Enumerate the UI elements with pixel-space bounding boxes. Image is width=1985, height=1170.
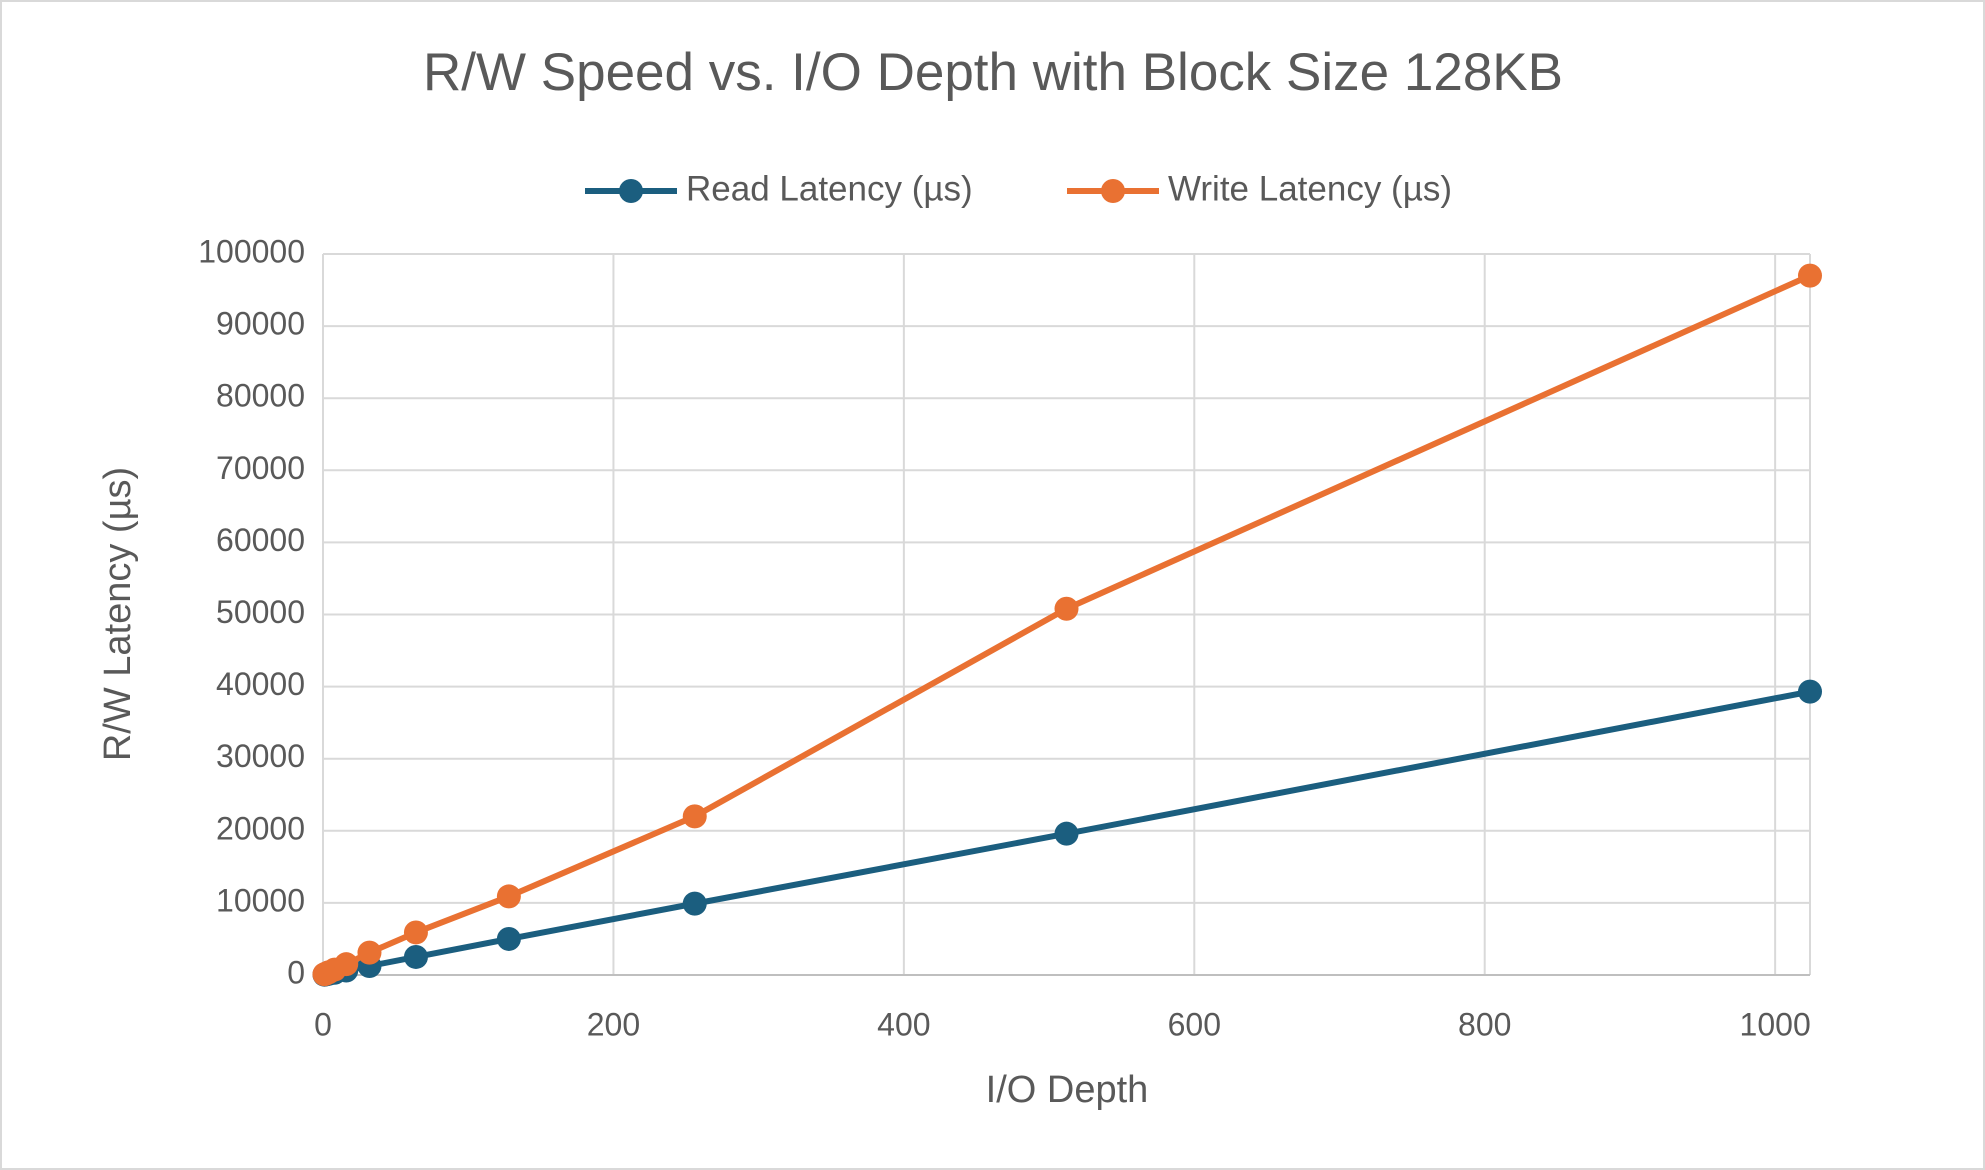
legend-marker xyxy=(1101,179,1125,203)
y-tick-label: 80000 xyxy=(216,378,305,414)
data-point xyxy=(496,926,521,951)
data-point xyxy=(1798,679,1822,704)
y-tick-label: 70000 xyxy=(216,450,305,486)
y-tick-label: 0 xyxy=(287,954,305,990)
data-point xyxy=(1798,263,1822,288)
legend-marker xyxy=(619,179,643,203)
y-tick-label: 100000 xyxy=(198,233,305,269)
y-tick-label: 50000 xyxy=(216,594,305,630)
y-tick-label: 20000 xyxy=(216,810,305,846)
data-point xyxy=(403,920,428,945)
y-tick-label: 60000 xyxy=(216,522,305,558)
x-tick-label: 600 xyxy=(1168,1006,1221,1042)
data-point xyxy=(496,884,521,909)
data-point xyxy=(682,891,707,916)
legend-label: Write Latency (µs) xyxy=(1168,169,1452,208)
data-point xyxy=(403,944,428,969)
data-point xyxy=(682,804,707,829)
x-tick-label: 0 xyxy=(314,1006,332,1042)
x-axis-title: I/O Depth xyxy=(986,1069,1149,1111)
y-tick-label: 30000 xyxy=(216,738,305,774)
data-point xyxy=(1054,596,1079,621)
x-tick-label: 800 xyxy=(1458,1006,1511,1042)
y-axis-title: R/W Latency (µs) xyxy=(97,467,139,761)
x-tick-label: 400 xyxy=(877,1006,930,1042)
data-point xyxy=(357,940,382,965)
chart-title: R/W Speed vs. I/O Depth with Block Size … xyxy=(423,43,1563,102)
legend-label: Read Latency (µs) xyxy=(686,169,973,208)
y-tick-label: 90000 xyxy=(216,306,305,342)
data-point xyxy=(334,952,359,977)
data-point xyxy=(1054,821,1079,846)
x-tick-label: 200 xyxy=(587,1006,640,1042)
y-tick-label: 40000 xyxy=(216,666,305,702)
x-tick-label: 1000 xyxy=(1740,1006,1811,1042)
y-tick-label: 10000 xyxy=(216,882,305,918)
